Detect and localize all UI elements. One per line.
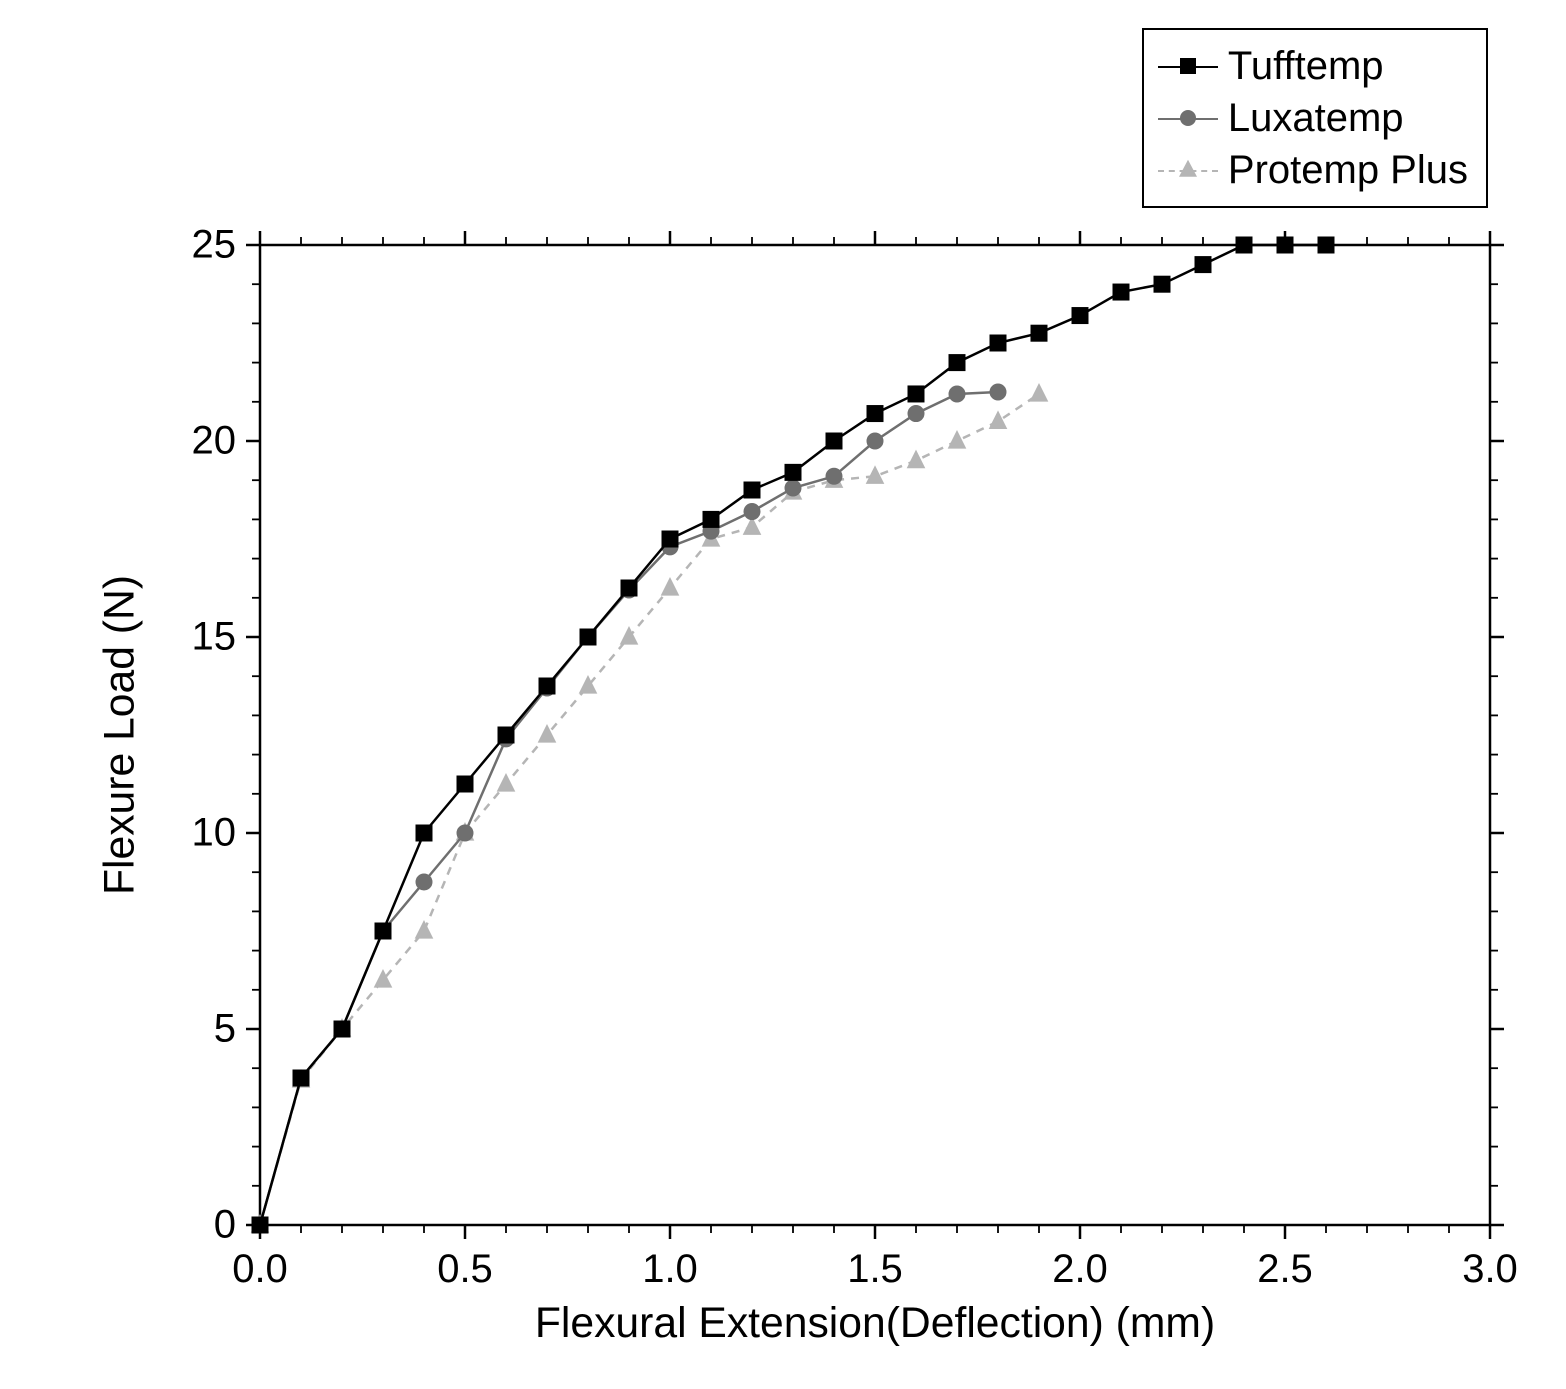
circle-icon <box>1180 110 1196 126</box>
legend-sample <box>1158 107 1218 129</box>
legend-item: Protemp Plus <box>1158 144 1468 196</box>
square-icon <box>1180 58 1196 74</box>
legend-label: Tufftemp <box>1228 40 1384 92</box>
tick-label: 5 <box>214 1007 236 1052</box>
legend-item: Tufftemp <box>1158 40 1468 92</box>
tick-label: 0 <box>214 1203 236 1248</box>
legend: TufftempLuxatempProtemp Plus <box>1142 28 1488 208</box>
legend-sample <box>1158 55 1218 77</box>
tick-label: 1.5 <box>847 1247 903 1292</box>
tick-label: 0.0 <box>232 1247 288 1292</box>
tick-label: 0.5 <box>437 1247 493 1292</box>
legend-item: Luxatemp <box>1158 92 1468 144</box>
legend-label: Luxatemp <box>1228 92 1404 144</box>
tick-label: 3.0 <box>1462 1247 1518 1292</box>
triangle-icon <box>1179 160 1197 177</box>
legend-sample <box>1158 159 1218 181</box>
legend-label: Protemp Plus <box>1228 144 1468 196</box>
chart-container: Flexure Load (N) Flexural Extension(Defl… <box>0 0 1566 1389</box>
tick-label: 15 <box>192 615 237 660</box>
chart-svg <box>0 0 1566 1389</box>
tick-label: 25 <box>192 223 237 268</box>
y-axis-label: Flexure Load (N) <box>96 575 145 895</box>
tick-label: 1.0 <box>642 1247 698 1292</box>
tick-label: 10 <box>192 811 237 856</box>
tick-label: 2.0 <box>1052 1247 1108 1292</box>
tick-label: 2.5 <box>1257 1247 1313 1292</box>
tick-label: 20 <box>192 419 237 464</box>
x-axis-label: Flexural Extension(Deflection) (mm) <box>535 1299 1215 1348</box>
